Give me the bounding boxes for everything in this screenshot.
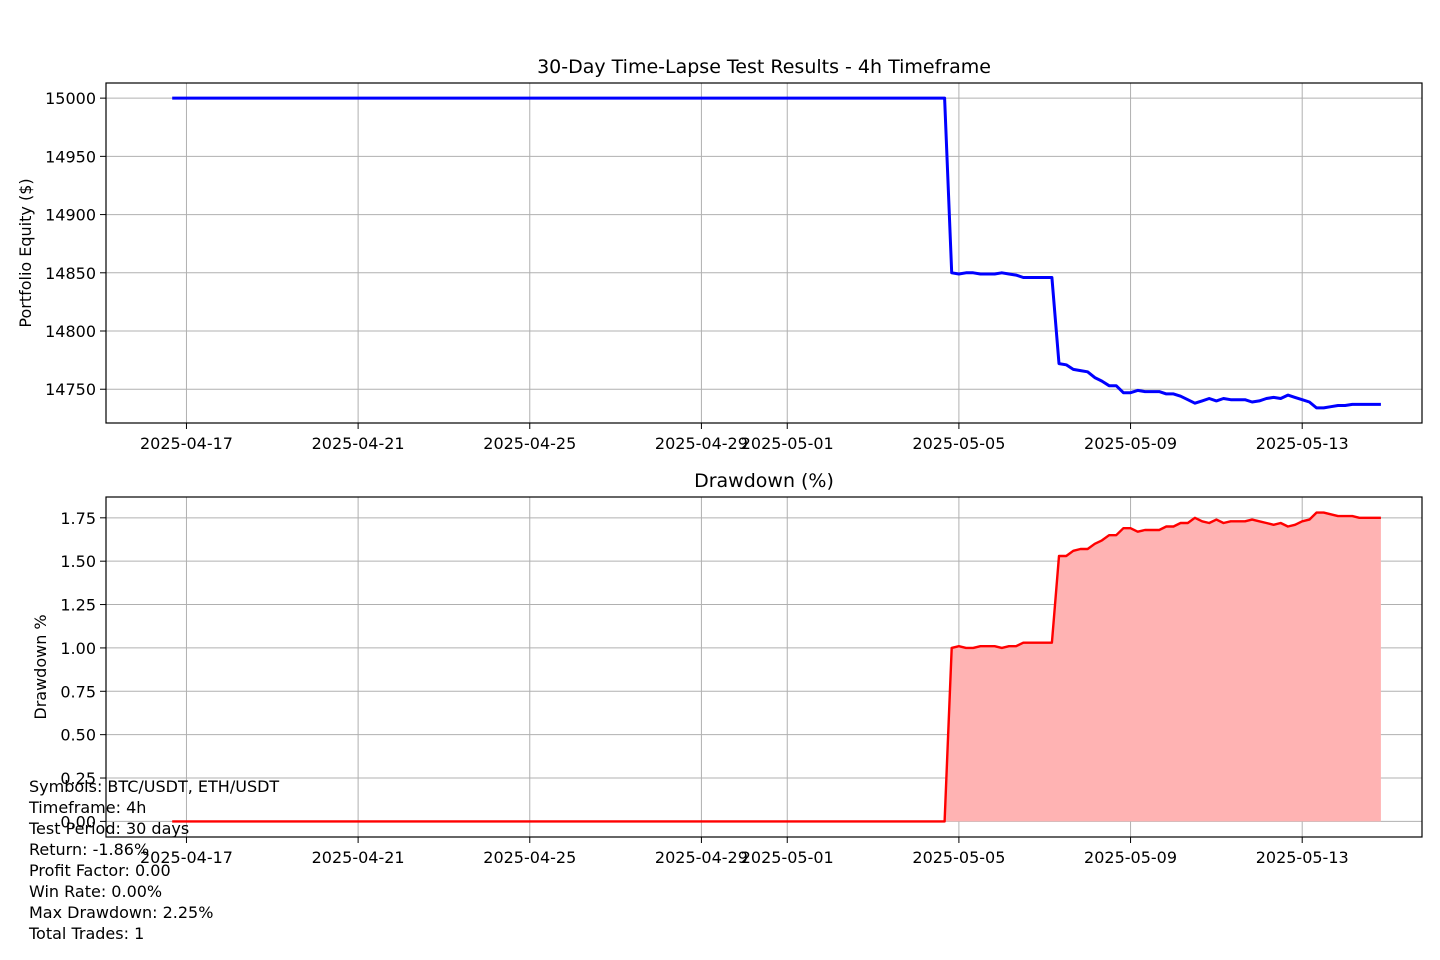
x-tick-label: 2025-05-09 xyxy=(1084,434,1177,453)
drawdown-area xyxy=(172,512,1381,822)
y-tick-label: 14800 xyxy=(45,322,96,341)
drawdown-x-ticks: 2025-04-17 2025-04-21 2025-04-25 2025-04-29… xyxy=(140,837,1349,867)
x-tick-label: 2025-04-29 xyxy=(655,434,748,453)
y-tick-label: 1.00 xyxy=(60,639,96,658)
equity-panel: 30-Day Time-Lapse Test Results - 4h Time… xyxy=(16,56,1423,453)
x-tick-label: 2025-05-05 xyxy=(912,434,1005,453)
y-tick-label: 1.75 xyxy=(60,509,96,528)
summary-profit-factor: Profit Factor: 0.00 xyxy=(29,861,171,880)
equity-x-ticks: 2025-04-17 2025-04-21 2025-04-25 2025-04-29… xyxy=(140,423,1349,453)
drawdown-y-ticks: 0.00 0.25 0.50 0.75 1.00 1.25 1.50 1.75 xyxy=(60,509,106,831)
x-tick-label: 2025-05-13 xyxy=(1256,848,1349,867)
equity-axes-frame xyxy=(105,82,1423,424)
x-tick-label: 2025-05-01 xyxy=(741,434,834,453)
summary-symbols: Symbols: BTC/USDT, ETH/USDT xyxy=(29,777,280,796)
y-tick-label: 15000 xyxy=(45,89,96,108)
x-tick-label: 2025-05-05 xyxy=(912,848,1005,867)
y-tick-label: 1.25 xyxy=(60,596,96,615)
y-tick-label: 14850 xyxy=(45,264,96,283)
equity-y-ticks: 14750 14800 14850 14900 14950 15000 xyxy=(45,89,106,399)
y-tick-label: 14750 xyxy=(45,380,96,399)
summary-stats: Symbols: BTC/USDT, ETH/USDT Timeframe: 4… xyxy=(29,776,279,944)
x-tick-label: 2025-04-25 xyxy=(483,848,576,867)
summary-total-trades: Total Trades: 1 xyxy=(29,924,145,943)
drawdown-chart-title: Drawdown (%) xyxy=(694,470,834,492)
drawdown-y-axis-label: Drawdown % xyxy=(31,614,50,719)
x-tick-label: 2025-04-21 xyxy=(312,434,405,453)
equity-y-axis-label: Portfolio Equity ($) xyxy=(16,178,35,327)
x-tick-label: 2025-05-09 xyxy=(1084,848,1177,867)
x-tick-label: 2025-04-17 xyxy=(140,434,233,453)
summary-timeframe: Timeframe: 4h xyxy=(29,798,147,817)
summary-return: Return: -1.86% xyxy=(29,840,150,859)
equity-line xyxy=(172,96,1381,410)
y-tick-label: 0.00 xyxy=(60,812,96,831)
summary-test-period: Test Period: 30 days xyxy=(29,819,190,838)
x-tick-label: 2025-04-29 xyxy=(655,848,748,867)
y-tick-label: 0.25 xyxy=(60,769,96,788)
summary-win-rate: Win Rate: 0.00% xyxy=(29,882,163,901)
x-tick-label: 2025-05-13 xyxy=(1256,434,1349,453)
equity-chart-title: 30-Day Time-Lapse Test Results - 4h Time… xyxy=(537,56,991,78)
y-tick-label: 0.50 xyxy=(60,726,96,745)
y-tick-label: 14900 xyxy=(45,206,96,225)
x-tick-label: 2025-05-01 xyxy=(741,848,834,867)
equity-gridlines xyxy=(106,83,1422,423)
y-tick-label: 1.50 xyxy=(60,552,96,571)
x-tick-label: 2025-04-21 xyxy=(312,848,405,867)
summary-max-drawdown: Max Drawdown: 2.25% xyxy=(29,903,214,922)
x-tick-label: 2025-04-17 xyxy=(140,848,233,867)
y-tick-label: 14950 xyxy=(45,147,96,166)
drawdown-panel: Drawdown (%) Drawdown % 2025-04-17 2025-0… xyxy=(31,470,1423,867)
drawdown-line xyxy=(172,511,1381,823)
y-tick-label: 0.75 xyxy=(60,682,96,701)
drawdown-axes-frame xyxy=(105,496,1423,838)
x-tick-label: 2025-04-25 xyxy=(483,434,576,453)
